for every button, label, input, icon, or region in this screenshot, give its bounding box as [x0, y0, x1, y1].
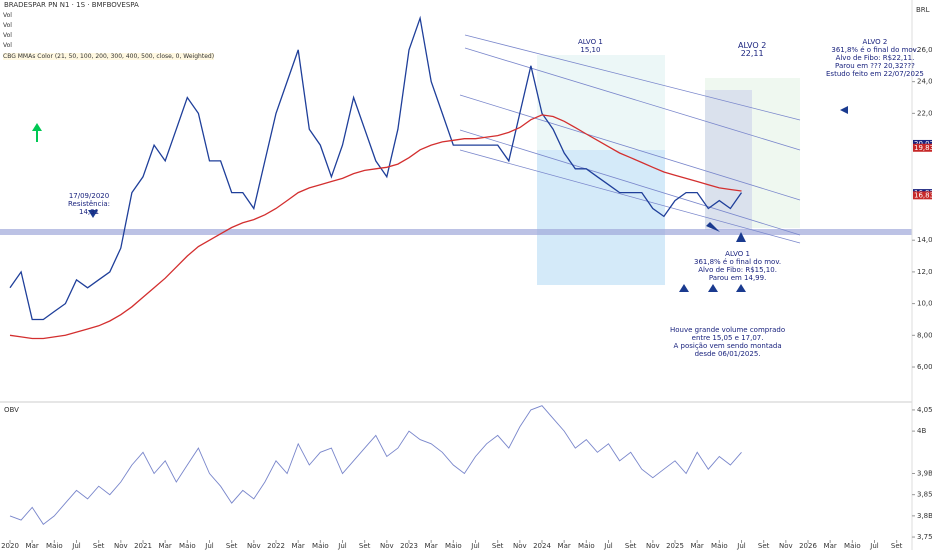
series-line	[9, 114, 742, 340]
x-tick-label: Set	[226, 542, 238, 550]
x-tick-label: Nov	[646, 542, 660, 550]
y-tick-label: 3,9B	[917, 469, 932, 477]
legend-item: Vol	[3, 12, 12, 19]
x-tick-label: Mar	[824, 542, 837, 550]
y-tick-label: 24,00	[917, 78, 932, 86]
pane-title: OBV	[4, 406, 19, 414]
up-arrow	[32, 123, 42, 131]
y-tick-label: 10,00	[917, 300, 932, 308]
x-tick-label: Maio	[312, 542, 329, 550]
annotation: Houve grande volume comprado entre 15,05…	[670, 326, 786, 358]
x-tick-label: Mar	[558, 542, 571, 550]
y-tick-label: 8,00	[917, 331, 932, 339]
legend-item: CBG MMAs Color (21, 50, 100, 200, 300, 4…	[3, 53, 215, 60]
x-tick-label: 2021	[134, 542, 152, 550]
annotation: ALVO 1 15,10	[578, 38, 603, 54]
x-tick-label: 2023	[400, 542, 418, 550]
currency: BRL	[916, 6, 930, 14]
y-tick-label: 4B	[917, 427, 926, 435]
y-tick-label: 12,00	[917, 268, 932, 276]
y-tick-label: 3,8B	[917, 512, 932, 520]
y-tick-label: 4,05B	[917, 406, 932, 414]
x-tick-label: 2020	[1, 542, 19, 550]
price-tag-label: 16,83	[914, 191, 932, 199]
x-tick-label: Maio	[179, 542, 196, 550]
x-tick-label: Nov	[779, 542, 793, 550]
series-line	[9, 15, 743, 321]
annotation: ALVO 2 22,11	[738, 41, 767, 58]
series-line	[9, 405, 742, 525]
x-tick-label: Mar	[691, 542, 704, 550]
y-tick-label: 6,00	[917, 363, 932, 371]
x-tick-label: Mar	[159, 542, 172, 550]
y-tick-label: 22,00	[917, 109, 932, 117]
price-tag-label: 19,83	[914, 144, 932, 152]
x-tick-label: Mar	[292, 542, 305, 550]
x-tick-label: Maio	[46, 542, 63, 550]
x-tick-label: Maio	[445, 542, 462, 550]
y-tick-label: 26,00	[917, 46, 932, 54]
y-tick-label: 14,00	[917, 236, 932, 244]
legend-item: Vol	[3, 22, 12, 29]
x-tick-label: Jul	[337, 542, 347, 550]
x-tick-label: 2022	[267, 542, 285, 550]
fib-zone	[537, 150, 665, 285]
x-tick-label: 2025	[666, 542, 684, 550]
x-tick-label: 2026	[799, 542, 817, 550]
fib-zone	[705, 90, 752, 230]
x-tick-label: Mar	[26, 542, 39, 550]
x-tick-label: Maio	[578, 542, 595, 550]
x-tick-label: Jul	[71, 542, 81, 550]
annotation: 17/09/2020 Resistência: 14,31	[68, 192, 111, 216]
x-tick-label: Jul	[736, 542, 746, 550]
channel	[459, 34, 801, 244]
x-tick-label: Set	[891, 542, 903, 550]
y-tick-label: 3,75B	[917, 533, 932, 541]
x-tick-label: Maio	[711, 542, 728, 550]
chart-title: BRADESPAR PN N1 · 1S · BMFBOVESPA	[4, 1, 139, 9]
annotation: ALVO 1 361,8% é o final do mov. Alvo de …	[694, 250, 782, 282]
x-tick-label: Jul	[603, 542, 613, 550]
x-tick-label: 2024	[533, 542, 551, 550]
x-tick-label: Jul	[204, 542, 214, 550]
x-tick-label: Nov	[380, 542, 394, 550]
legend-item: Vol	[3, 32, 12, 39]
x-tick-label: Set	[359, 542, 371, 550]
price-tag	[913, 143, 932, 152]
x-tick-label: Set	[758, 542, 770, 550]
x-tick-label: Jul	[470, 542, 480, 550]
price-tag	[913, 191, 932, 200]
legend-item: Vol	[3, 42, 12, 49]
x-tick-label: Set	[93, 542, 105, 550]
y-tick-label: 3,85B	[917, 491, 932, 499]
x-tick-label: Jul	[869, 542, 879, 550]
arrows	[88, 106, 848, 292]
x-tick-label: Set	[625, 542, 637, 550]
x-tick-label: Set	[492, 542, 504, 550]
x-tick-label: Mar	[425, 542, 438, 550]
annotation: ALVO 2 361,8% é o final do mov. Alvo de …	[826, 38, 924, 78]
resistance-band	[0, 229, 912, 235]
x-tick-label: Maio	[844, 542, 861, 550]
x-tick-label: Nov	[114, 542, 128, 550]
x-tick-label: Nov	[513, 542, 527, 550]
x-tick-label: Nov	[247, 542, 261, 550]
